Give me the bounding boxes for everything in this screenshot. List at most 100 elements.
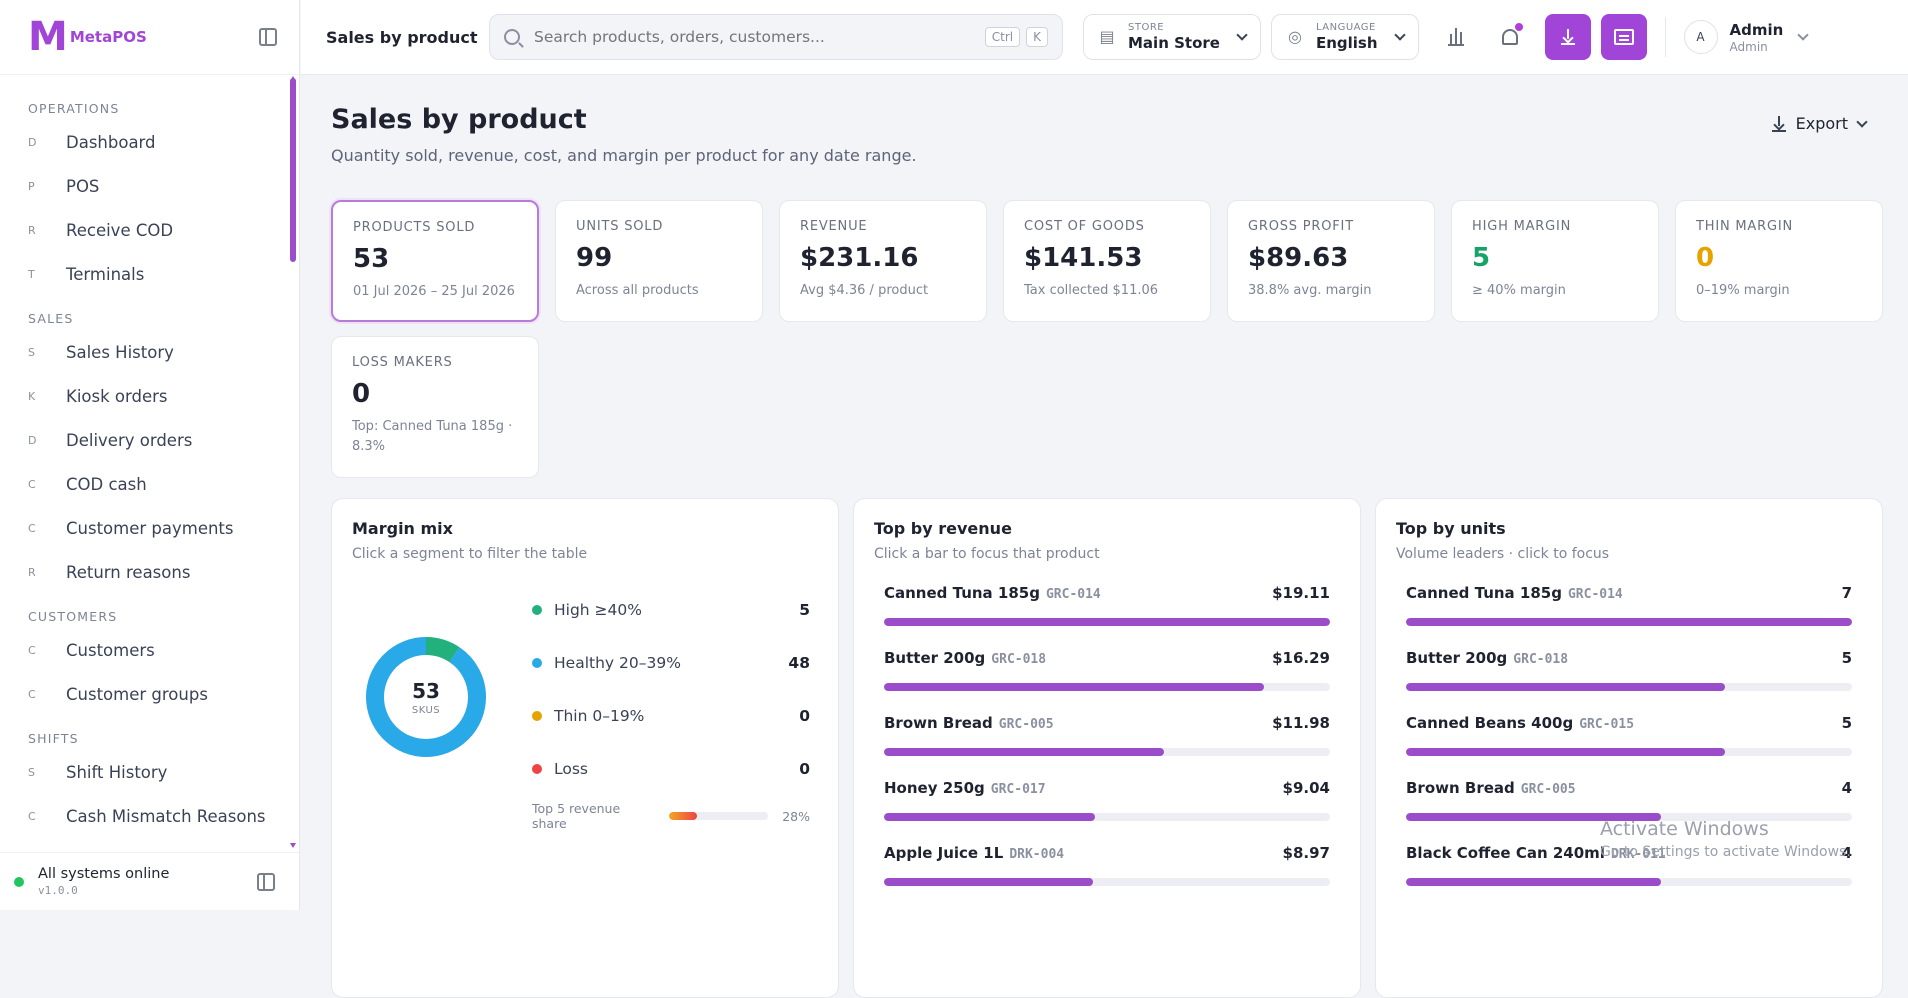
reports-button[interactable] [1433, 14, 1479, 60]
store-icon: ▤ [1098, 28, 1116, 46]
globe-icon: ◎ [1286, 28, 1304, 46]
search-input[interactable] [534, 28, 979, 46]
nav-item-letter-icon: K [28, 390, 66, 403]
nav-item-label: Delivery orders [66, 431, 192, 450]
chevron-down-icon [1856, 116, 1867, 127]
legend-dot [532, 658, 542, 668]
legend-dot [532, 764, 542, 774]
bar-fill [884, 813, 1095, 821]
bar-track [1406, 618, 1852, 626]
bar-track [1406, 813, 1852, 821]
donut-total-label: SKUS [412, 705, 440, 716]
nav-section-title: CUSTOMERS [0, 606, 299, 628]
nav-item-label: Return reasons [66, 563, 190, 582]
panel-title: Top by units [1396, 519, 1862, 538]
shortcut-k: K [1026, 27, 1048, 47]
nav-item-letter-icon: S [28, 346, 66, 359]
nav-item-label: Kiosk orders [66, 387, 168, 406]
bar-value-label: $16.29 [1272, 649, 1330, 667]
nav-section-title: SALES [0, 308, 299, 330]
bar-product-name: Brown Bread [884, 714, 993, 732]
bar-product-name: Black Coffee Can 240ml [1406, 844, 1605, 862]
status-text: All systems online [38, 866, 257, 882]
sidebar-toggle-icon[interactable] [257, 873, 275, 891]
kpi-value: 5 [1472, 243, 1638, 273]
register-button[interactable] [1601, 14, 1647, 60]
status-dot-icon [14, 877, 24, 887]
bar-value-label: $8.97 [1283, 844, 1330, 862]
store-value: Main Store [1128, 34, 1220, 52]
download-icon [1772, 116, 1786, 132]
legend-dot [532, 711, 542, 721]
bar-product-sku: GRC-018 [1513, 652, 1568, 667]
search-box[interactable]: Ctrl K [489, 14, 1063, 60]
kpi-card-high-margin[interactable]: HIGH MARGIN 5 ≥ 40% margin [1451, 200, 1659, 322]
bar-value-label: 4 [1842, 779, 1852, 797]
kpi-label: LOSS MAKERS [352, 355, 518, 370]
bar-fill [1406, 618, 1852, 626]
system-status: All systems online v1.0.0 [0, 852, 299, 910]
bar-product-sku: GRC-017 [991, 782, 1046, 797]
kpi-subtext: ≥ 40% margin [1472, 281, 1638, 301]
panel-title: Margin mix [352, 519, 818, 538]
download-button[interactable] [1545, 14, 1591, 60]
store-selector[interactable]: ▤ STORE Main Store [1083, 14, 1261, 60]
nav-item-label: Customer payments [66, 519, 234, 538]
nav-item-letter-icon: S [28, 766, 66, 779]
nav-item-letter-icon: D [28, 434, 66, 447]
kpi-value: $141.53 [1024, 243, 1190, 273]
bar-track [1406, 683, 1852, 691]
export-button[interactable]: Export [1772, 114, 1866, 133]
legend-item[interactable]: Healthy 20–39%48 [532, 636, 810, 689]
kpi-subtext: Tax collected $11.06 [1024, 281, 1190, 301]
nav-item-label: COD cash [66, 475, 147, 494]
brand-logo[interactable]: M MetaPOS [28, 17, 147, 57]
language-selector[interactable]: ◎ LANGUAGE English [1271, 14, 1419, 60]
nav-item-letter-icon: C [28, 478, 66, 491]
user-menu[interactable]: A Admin Admin [1684, 20, 1808, 54]
notifications-button[interactable] [1487, 14, 1533, 60]
legend-item[interactable]: High ≥40%5 [532, 583, 810, 636]
kpi-label: HIGH MARGIN [1472, 219, 1638, 234]
bar-product-name: Apple Juice 1L [884, 844, 1003, 862]
bar-fill [1406, 813, 1661, 821]
sidebar-collapse-icon[interactable] [259, 28, 277, 46]
scroll-down-arrow-icon[interactable] [290, 843, 296, 848]
bar-fill [884, 683, 1264, 691]
kpi-label: GROSS PROFIT [1248, 219, 1414, 234]
legend-item[interactable]: Thin 0–19%0 [532, 689, 810, 742]
